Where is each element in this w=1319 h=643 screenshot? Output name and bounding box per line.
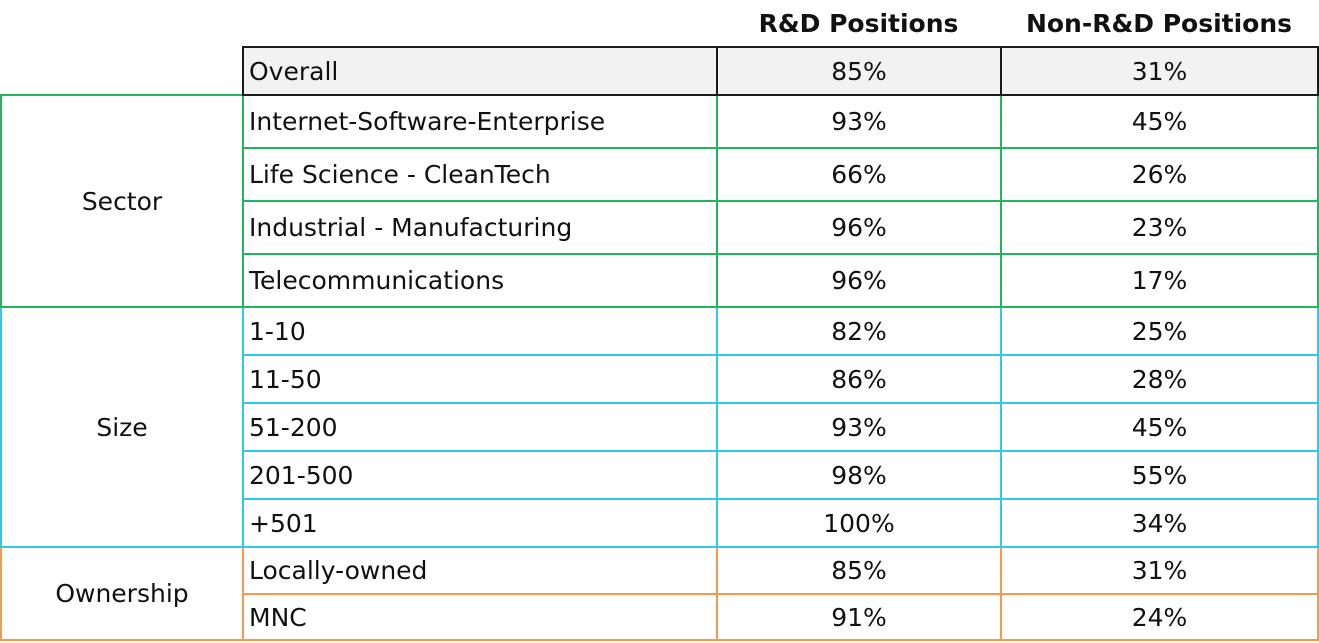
table-row: 11-50 86% 28% (1, 354, 1319, 404)
rd-value: 93% (716, 402, 1002, 452)
group-label-ownership: Ownership (0, 546, 244, 641)
non-rd-value: 26% (1000, 147, 1319, 202)
row-label: Overall (242, 46, 718, 96)
row-label: 201-500 (242, 450, 718, 500)
rd-value: 96% (716, 200, 1002, 255)
rd-value: 85% (716, 46, 1002, 96)
row-label: Life Science - CleanTech (242, 147, 718, 202)
row-label: +501 (242, 498, 718, 548)
rd-value: 91% (716, 593, 1002, 641)
rd-value: 85% (716, 546, 1002, 595)
rd-value: 86% (716, 354, 1002, 404)
table-row: +501 100% 34% (1, 498, 1319, 548)
row-label: Locally-owned (242, 546, 718, 595)
non-rd-value: 45% (1000, 94, 1319, 149)
rd-value: 100% (716, 498, 1002, 548)
table-row: Sector Internet-Software-Enterprise 93% … (0, 94, 1319, 308)
positions-table: Overall 85% 31% Sector Internet-Software… (0, 46, 1319, 641)
table-row: Industrial - Manufacturing 96% 23% (1, 200, 1319, 255)
non-rd-value: 23% (1000, 200, 1319, 255)
non-rd-value: 55% (1000, 450, 1319, 500)
table-row: Ownership Locally-owned 85% 31% (0, 546, 1319, 641)
table-row: 51-200 93% 45% (1, 402, 1319, 452)
non-rd-value: 17% (1000, 253, 1319, 308)
rd-value: 96% (716, 253, 1002, 308)
non-rd-value: 25% (1000, 306, 1319, 356)
table-row: MNC 91% 24% (1, 593, 1319, 641)
non-rd-value: 45% (1000, 402, 1319, 452)
rd-value: 93% (716, 94, 1002, 149)
group-label-sector: Sector (0, 94, 244, 308)
rd-value: 66% (716, 147, 1002, 202)
row-label: Industrial - Manufacturing (242, 200, 718, 255)
row-label: Internet-Software-Enterprise (242, 94, 718, 149)
rd-value: 98% (716, 450, 1002, 500)
non-rd-value: 31% (1000, 546, 1319, 595)
table-row: Telecommunications 96% 17% (1, 253, 1319, 308)
table-row: Life Science - CleanTech 66% 26% (1, 147, 1319, 202)
rd-value: 82% (716, 306, 1002, 356)
non-rd-value: 31% (1000, 46, 1319, 96)
row-label: 1-10 (242, 306, 718, 356)
non-rd-value: 34% (1000, 498, 1319, 548)
header-rd-positions: R&D Positions (758, 9, 959, 38)
header-non-rd-positions: Non-R&D Positions (1025, 9, 1293, 38)
row-label: 11-50 (242, 354, 718, 404)
table-row: Size 1-10 82% 25% (0, 306, 1319, 548)
row-label: 51-200 (242, 402, 718, 452)
non-rd-value: 28% (1000, 354, 1319, 404)
empty-corner-cell (1, 47, 243, 95)
row-label: Telecommunications (242, 253, 718, 308)
non-rd-value: 24% (1000, 593, 1319, 641)
row-label: MNC (242, 593, 718, 641)
table-row-overall: Overall 85% 31% (1, 46, 1319, 96)
group-label-size: Size (0, 306, 244, 548)
table-row: 201-500 98% 55% (1, 450, 1319, 500)
